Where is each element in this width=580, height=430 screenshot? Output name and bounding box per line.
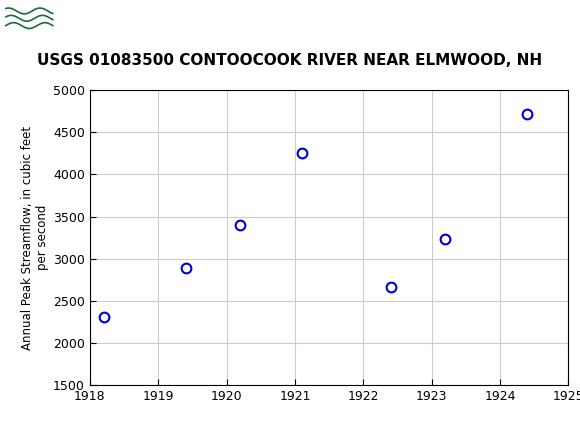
Y-axis label: Annual Peak Streamflow, in cubic feet
per second: Annual Peak Streamflow, in cubic feet pe… (21, 126, 49, 350)
Text: USGS 01083500 CONTOOCOOK RIVER NEAR ELMWOOD, NH: USGS 01083500 CONTOOCOOK RIVER NEAR ELMW… (38, 53, 542, 68)
Bar (5, 4, 54, 33)
Text: USGS: USGS (63, 8, 126, 28)
